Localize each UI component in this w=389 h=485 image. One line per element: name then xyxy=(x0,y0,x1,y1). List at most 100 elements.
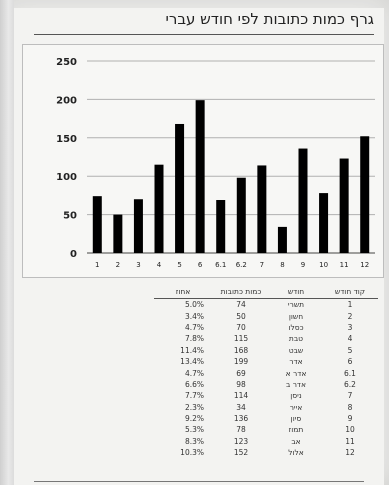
x-tick-label: 5 xyxy=(177,261,181,269)
bar xyxy=(319,193,329,253)
cell-percent: 8.3% xyxy=(184,436,204,446)
cell-percent: 7.7% xyxy=(184,391,204,401)
bar xyxy=(298,148,308,253)
table-row: 2.3% 34 אייר 8 xyxy=(154,402,378,413)
bar xyxy=(195,100,205,253)
photo-edge xyxy=(0,0,14,485)
table-row: 4.7% 70 כסלו 3 xyxy=(154,322,378,333)
cell-percent: 5.3% xyxy=(184,425,204,435)
cell-count: 168 xyxy=(233,345,249,355)
cell-count: 199 xyxy=(233,357,249,367)
cell-code: 7 xyxy=(347,391,353,401)
y-tick-label: 50 xyxy=(63,211,77,222)
x-tick-label: 8 xyxy=(280,261,284,269)
cell-count: 34 xyxy=(236,402,246,412)
cell-percent: 9.2% xyxy=(184,414,204,424)
cell-percent: 3.4% xyxy=(184,311,204,321)
chart-title: גרף כמות כתובות לפי חודש עברי xyxy=(34,10,374,35)
table-row: 11.4% 168 שבט 5 xyxy=(154,345,378,356)
cell-count: 152 xyxy=(233,448,249,458)
cell-month: סיון xyxy=(290,414,302,424)
cell-month: כסלו xyxy=(288,322,304,332)
x-tick-label: 6.1 xyxy=(215,261,226,269)
x-tick-label: 6.2 xyxy=(236,261,247,269)
cell-code: 5 xyxy=(347,345,353,355)
table-row: 8.3% 123 אב 11 xyxy=(154,436,378,447)
table-row: 5.0% 74 תשרי 1 xyxy=(154,299,378,311)
cell-count: 50 xyxy=(236,311,246,321)
cell-code: 12 xyxy=(345,448,355,458)
cell-percent: 13.4% xyxy=(180,357,204,367)
y-tick-label: 250 xyxy=(56,57,77,68)
x-tick-label: 2 xyxy=(116,261,120,269)
bar xyxy=(257,165,267,253)
cell-month: ניסן xyxy=(290,391,302,401)
y-tick-label: 200 xyxy=(56,95,77,106)
bar xyxy=(236,177,246,253)
cell-count: 70 xyxy=(236,322,246,332)
header-month: חודש xyxy=(270,287,322,299)
cell-code: 8 xyxy=(347,402,353,412)
x-tick-label: 11 xyxy=(340,261,349,269)
table-row: 9.2% 136 סיון 9 xyxy=(154,413,378,424)
cell-code: 11 xyxy=(345,436,355,446)
cell-count: 69 xyxy=(236,368,246,378)
cell-month: אב xyxy=(291,436,301,446)
cell-month: אייר xyxy=(289,402,303,412)
cell-month: תשרי xyxy=(287,300,305,310)
y-tick-label: 100 xyxy=(56,172,77,183)
document-page: גרף כמות כתובות לפי חודש עברי 0 50 100 150 2… xyxy=(14,8,384,485)
cell-month: אלול xyxy=(288,448,304,458)
x-tick-label: 9 xyxy=(301,261,305,269)
x-tick-label: 7 xyxy=(260,261,264,269)
cell-month: תמוז xyxy=(288,425,304,435)
cell-percent: 10.3% xyxy=(180,448,204,458)
table-row: 7.7% 114 ניסן 7 xyxy=(154,390,378,401)
y-tick-label: 0 xyxy=(70,249,77,260)
cell-code: 3 xyxy=(347,322,353,332)
cell-code: 6.2 xyxy=(344,379,356,389)
y-tick-label: 150 xyxy=(56,134,77,145)
x-tick-label: 10 xyxy=(319,261,328,269)
cell-count: 136 xyxy=(233,414,249,424)
cell-count: 115 xyxy=(233,334,249,344)
cell-code: 1 xyxy=(347,300,353,310)
cell-percent: 2.3% xyxy=(184,402,204,412)
cell-percent: 11.4% xyxy=(180,345,204,355)
bar xyxy=(92,196,102,253)
cell-code: 6 xyxy=(347,357,353,367)
table-footer-divider xyxy=(34,481,364,482)
table-header-row: אחוז כמות כתובות חודש קוד חודש xyxy=(154,287,378,299)
x-tick-label: 4 xyxy=(157,261,162,269)
cell-month: חשון xyxy=(288,311,304,321)
bar xyxy=(113,214,123,253)
cell-code: 9 xyxy=(347,414,353,424)
cell-month: אדר xyxy=(289,357,303,367)
cell-count: 78 xyxy=(236,425,246,435)
cell-month: אדר ב xyxy=(285,379,307,389)
cell-count: 98 xyxy=(236,379,246,389)
table-row: 5.3% 78 תמוז 10 xyxy=(154,424,378,435)
cell-percent: 4.7% xyxy=(184,322,204,332)
table-row: 10.3% 152 אלול 12 xyxy=(154,447,378,458)
data-table: אחוז כמות כתובות חודש קוד חודש 5.0% 74 תשר… xyxy=(154,287,378,458)
header-count: כמות כתובות xyxy=(212,287,270,299)
cell-month: אדר א xyxy=(285,368,307,378)
bar xyxy=(277,226,287,253)
table-row: 3.4% 50 חשון 2 xyxy=(154,310,378,321)
x-tick-label: 3 xyxy=(136,261,140,269)
cell-month: שבט xyxy=(288,345,304,355)
cell-month: טבת xyxy=(288,334,304,344)
cell-code: 2 xyxy=(347,311,353,321)
bar xyxy=(154,164,164,253)
cell-percent: 5.0% xyxy=(184,300,204,310)
chart-area: 0 50 100 150 200 250 1 2 3 4 5 6 6.1 6.2 7 8 9 10 11 12 xyxy=(22,44,384,278)
cell-code: 4 xyxy=(347,334,353,344)
header-percent: אחוז xyxy=(154,287,212,299)
cell-percent: 7.8% xyxy=(184,334,204,344)
cell-count: 114 xyxy=(233,391,249,401)
cell-count: 74 xyxy=(236,300,246,310)
cell-count: 123 xyxy=(233,436,249,446)
table-row: 13.4% 199 אדר 6 xyxy=(154,356,378,367)
